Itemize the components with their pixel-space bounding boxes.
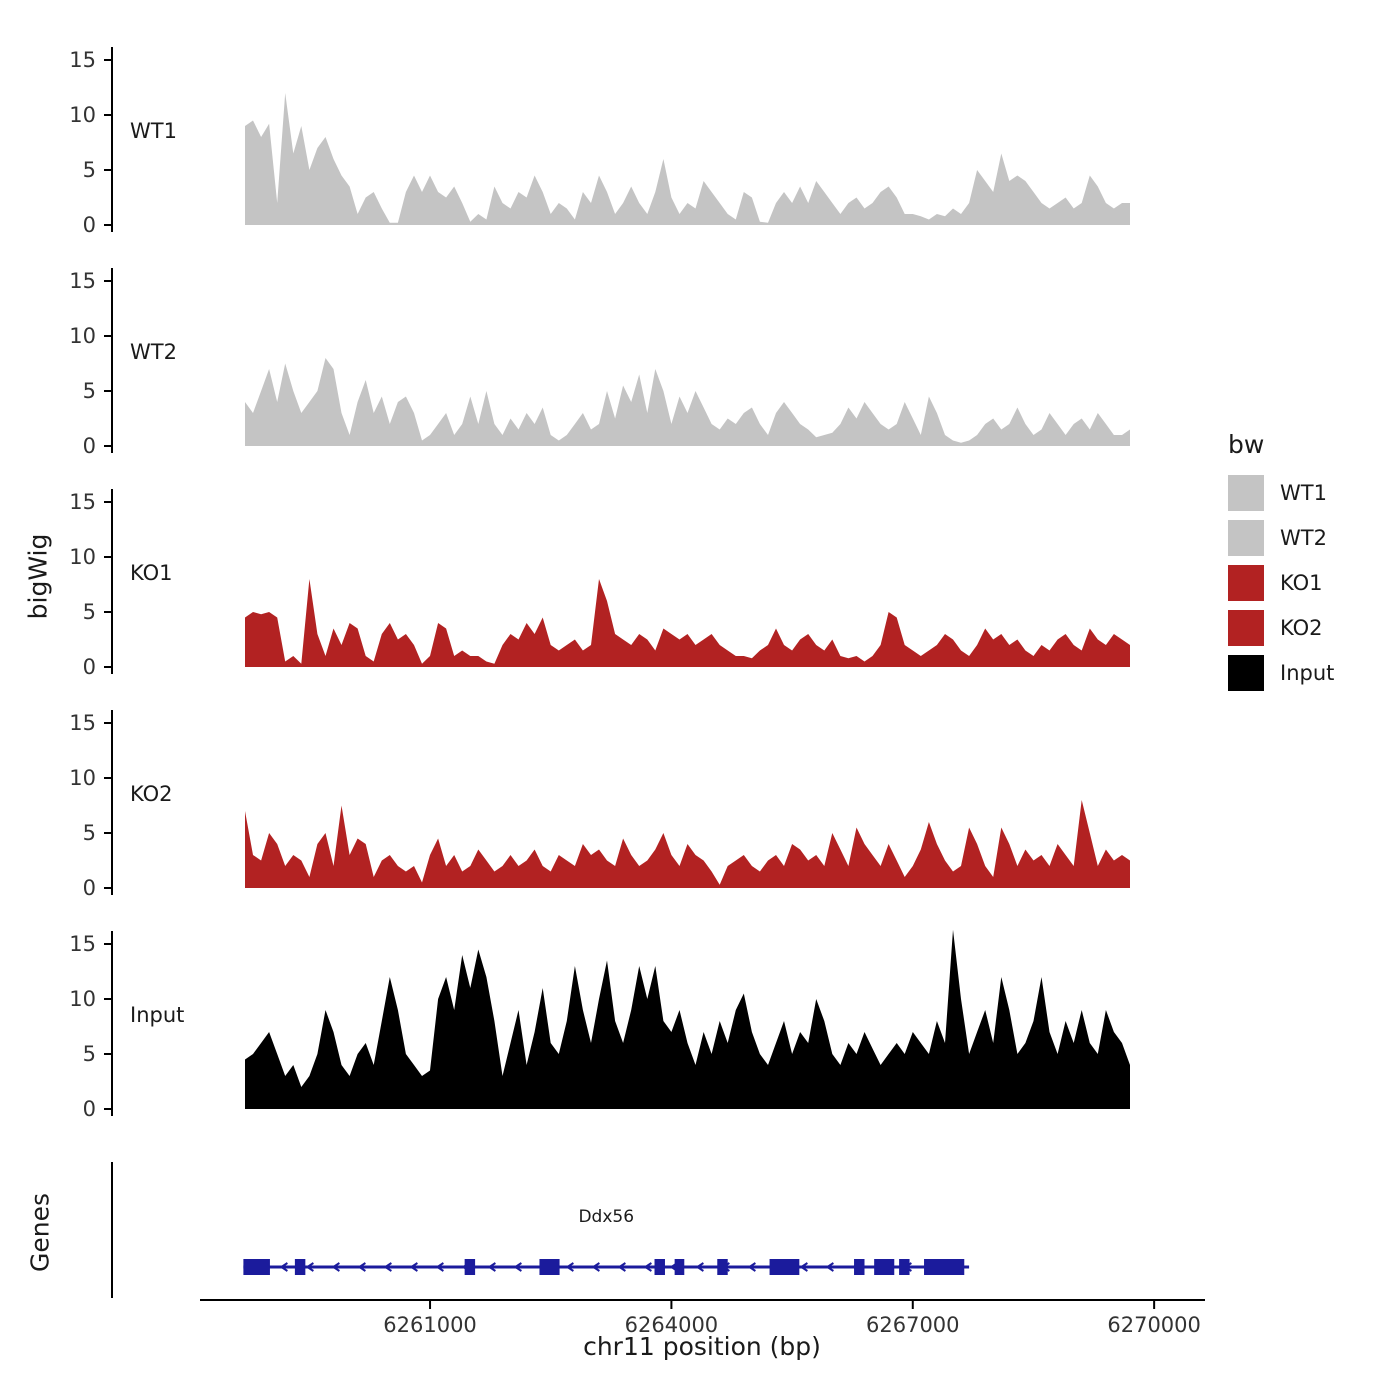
gene-strand-arrow-icon [487,1262,496,1272]
legend-label: KO1 [1280,571,1323,595]
legend-swatch-ko2 [1228,610,1264,646]
gene-exon [854,1259,865,1275]
y-tick-label: 10 [69,766,96,790]
y-tick-label: 0 [83,213,96,237]
gene-exon [243,1259,270,1275]
legend-entry-input: Input [1228,655,1334,691]
y-axis-title: bigWig [23,533,53,620]
gene-body [243,1265,970,1269]
gene-exon [294,1259,306,1275]
coverage-area-input [245,929,1130,1109]
gene-strand-arrow-icon [695,1262,704,1272]
y-tick-label: 5 [83,379,96,403]
legend-entries: WT1 WT2 KO1 KO2 Input [1228,475,1334,691]
y-tick-label: 0 [83,876,96,900]
track-label-wt1: WT1 [130,119,177,143]
y-tick-label: 5 [83,158,96,182]
x-tick-label: 6264000 [625,1313,719,1337]
x-tick-label: 6261000 [383,1313,477,1337]
gene-strand-arrow-icon [357,1262,366,1272]
legend-entry-ko1: KO1 [1228,565,1334,601]
gene-exon [464,1259,476,1275]
legend-swatch-ko1 [1228,565,1264,601]
gene-strand-arrow-icon [305,1262,314,1272]
y-tick-label: 0 [83,1097,96,1121]
legend-entry-wt1: WT1 [1228,475,1334,511]
legend-title: bw [1228,430,1265,459]
legend-label: KO2 [1280,616,1323,640]
coverage-area-wt1 [245,93,1130,225]
coverage-area-ko1 [245,579,1130,667]
y-tick-label: 5 [83,821,96,845]
y-tick-label: 10 [69,103,96,127]
x-tick-label: 6267000 [866,1313,960,1337]
legend-swatch-input [1228,655,1264,691]
gene-strand-arrow-icon [643,1262,652,1272]
gene-strand-arrow-icon [513,1262,522,1272]
y-tick-label: 0 [83,655,96,679]
gene-strand-arrow-icon [279,1262,288,1272]
gene-strand-arrow-icon [565,1262,574,1272]
gene-strand-arrow-icon [383,1262,392,1272]
legend: bw WT1 WT2 KO1 KO2 Input [1228,430,1334,700]
x-axis-title: chr11 position (bp) [583,1332,821,1361]
gene-strand-arrow-icon [435,1262,444,1272]
x-tick-label: 6270000 [1107,1313,1201,1337]
track-label-ko2: KO2 [130,782,173,806]
y-tick-label: 0 [83,434,96,458]
gene-strand-arrow-icon [825,1262,834,1272]
track-label-input: Input [130,1003,184,1027]
legend-label: Input [1280,661,1335,685]
y-tick-label: 5 [83,600,96,624]
y-tick-label: 15 [69,490,96,514]
legend-label: WT2 [1280,526,1327,550]
y-tick-label: 15 [69,932,96,956]
gene-exon [899,1259,910,1275]
y-tick-label: 15 [69,48,96,72]
gene-exon [924,1259,965,1275]
y-tick-label: 15 [69,269,96,293]
gene-exon [674,1259,685,1275]
coverage-area-ko2 [245,800,1130,888]
gene-strand-arrow-icon [617,1262,626,1272]
gene-exon [874,1259,895,1275]
gene-strand-arrow-icon [799,1262,808,1272]
legend-swatch-wt1 [1228,475,1264,511]
gene-name-label: Ddx56 [578,1207,634,1227]
gene-strand-arrow-icon [331,1262,340,1272]
y-tick-label: 10 [69,545,96,569]
gene-exon [717,1259,728,1275]
y-tick-label: 10 [69,987,96,1011]
legend-label: WT1 [1280,481,1327,505]
coverage-area-wt2 [245,358,1130,446]
gene-strand-arrow-icon [747,1262,756,1272]
y-tick-label: 10 [69,324,96,348]
y-tick-label: 15 [69,711,96,735]
legend-entry-wt2: WT2 [1228,520,1334,556]
legend-swatch-wt2 [1228,520,1264,556]
track-label-wt2: WT2 [130,340,177,364]
track-label-ko1: KO1 [130,561,173,585]
y-tick-label: 5 [83,1042,96,1066]
legend-entry-ko2: KO2 [1228,610,1334,646]
genes-axis-title: Genes [25,1193,55,1273]
gene-strand-arrow-icon [591,1262,600,1272]
gene-exon [539,1259,560,1275]
gene-exon [654,1259,665,1275]
gene-strand-arrow-icon [409,1262,418,1272]
gene-exon [769,1259,800,1275]
